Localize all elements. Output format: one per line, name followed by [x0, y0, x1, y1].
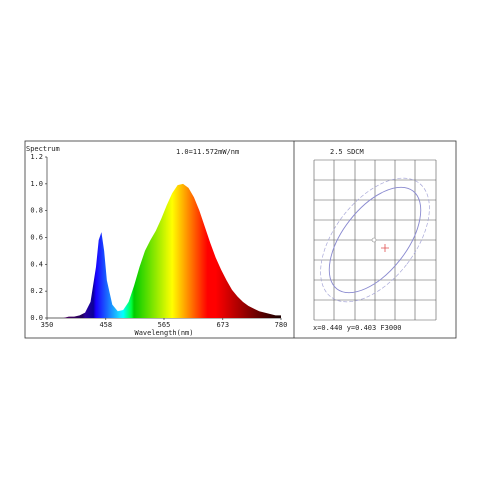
- chart-subtitle: 1.0=11.572mW/nm: [176, 148, 239, 156]
- sdcm-title: 2.5 SDCM: [330, 148, 364, 156]
- y-tick-label: 0.8: [30, 207, 43, 215]
- y-tick-label: 0.4: [30, 260, 43, 268]
- y-tick-label: 0.0: [30, 314, 43, 322]
- y-tick-label: 1.2: [30, 153, 43, 161]
- chart-title: Spectrum: [26, 145, 60, 153]
- x-axis-label: Wavelength(nm): [134, 329, 193, 337]
- x-tick-label: 458: [99, 321, 112, 329]
- x-tick-label: 673: [216, 321, 229, 329]
- x-tick-label: 780: [275, 321, 288, 329]
- chromaticity-readout: x=0.440 y=0.403 F3000: [313, 324, 402, 332]
- x-tick-label: 350: [41, 321, 54, 329]
- sdcm-panel: [313, 159, 437, 321]
- y-tick-label: 0.2: [30, 287, 43, 295]
- spectrum-area: [47, 183, 281, 318]
- y-tick-label: 1.0: [30, 180, 43, 188]
- y-tick-label: 0.6: [30, 234, 43, 242]
- frame: [24, 140, 457, 339]
- x-tick-label: 565: [158, 321, 171, 329]
